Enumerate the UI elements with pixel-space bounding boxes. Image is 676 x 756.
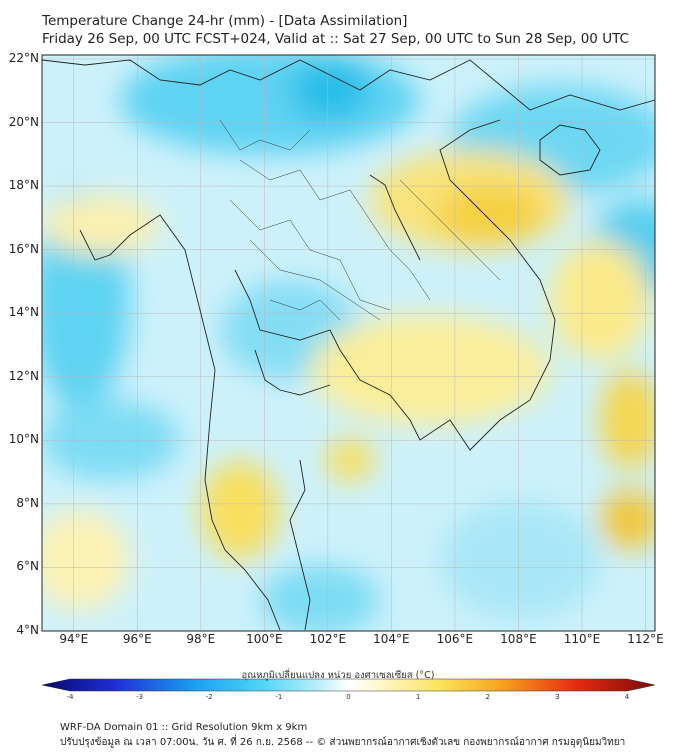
colorbar-tick-label: 2 — [485, 693, 490, 701]
lon-label: 100°E — [246, 632, 283, 646]
lon-label: 102°E — [309, 632, 347, 646]
lat-label: 20°N — [8, 114, 39, 129]
graticule — [42, 55, 655, 631]
colorbar-tick-label: -3 — [136, 693, 144, 701]
lat-label: 4°N — [16, 623, 39, 637]
lat-label: 18°N — [8, 178, 39, 193]
temperature-field — [42, 55, 655, 631]
lon-label: 106°E — [436, 632, 474, 646]
colorbar-title: อุณหภูมิเปลี่ยนแปลง หน่วย องศาเซลเซียส (… — [241, 670, 435, 681]
lon-label: 108°E — [500, 632, 537, 646]
map-title-block: Temperature Change 24-hr (mm) - [Data As… — [42, 12, 629, 48]
lat-label: 8°N — [16, 495, 39, 510]
footer-line-1: WRF-DA Domain 01 :: Grid Resolution 9km … — [60, 722, 308, 733]
coastlines — [42, 59, 655, 631]
lon-label: 94°E — [59, 632, 89, 646]
lat-label: 14°N — [8, 305, 39, 320]
lon-label: 96°E — [122, 632, 152, 646]
colorbar-tick-label: 3 — [555, 693, 560, 701]
lat-label: 6°N — [16, 559, 39, 574]
colorbar-tick-label: -2 — [205, 693, 213, 701]
colorbar-tick-label: -1 — [275, 693, 283, 701]
footer-line-2: ปรับปรุงข้อมูล ณ เวลา 07:00น. วัน ศ. ที่… — [60, 737, 626, 748]
colorbar-tick-label: 4 — [624, 693, 630, 701]
lon-label: 110°E — [563, 632, 601, 646]
admin-boundaries — [219, 119, 501, 321]
lon-label: 98°E — [186, 632, 216, 646]
lat-label: 16°N — [8, 241, 39, 256]
lat-label: 10°N — [8, 432, 39, 447]
map-title: Temperature Change 24-hr (mm) - [Data As… — [42, 13, 408, 29]
colorbar-tick-label: 0 — [346, 693, 351, 701]
lat-label: 12°N — [8, 368, 39, 383]
colorbar-tick-label: -4 — [66, 693, 74, 701]
map-frame — [41, 54, 656, 632]
lon-label: 104°E — [373, 632, 410, 646]
map-subtitle: Friday 26 Sep, 00 UTC FCST+024, Valid at… — [42, 31, 629, 47]
colorbar-tick-label: 1 — [415, 693, 421, 701]
footer: WRF-DA Domain 01 :: Grid Resolution 9km … — [60, 720, 625, 750]
colorbar — [41, 678, 656, 692]
lon-label: 112°E — [627, 632, 664, 646]
lat-label: 22°N — [8, 51, 39, 65]
